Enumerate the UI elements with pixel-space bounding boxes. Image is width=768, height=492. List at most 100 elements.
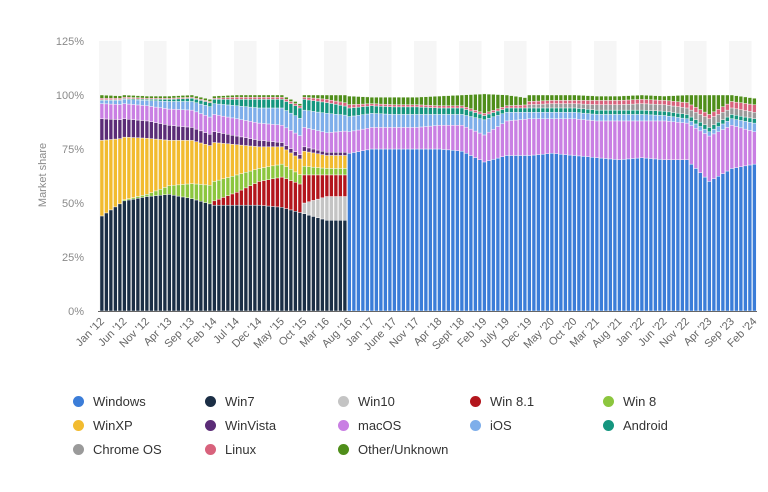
bar-segment-ios bbox=[617, 114, 622, 122]
bar-segment-ios bbox=[284, 110, 289, 129]
bar-segment-linux bbox=[333, 100, 338, 105]
bar-segment-winxp bbox=[234, 144, 239, 176]
bar-segment-linux bbox=[495, 108, 500, 112]
bar-segment-win-8 bbox=[149, 192, 154, 197]
bar-segment-chrome-os bbox=[572, 103, 577, 109]
bar-segment-android bbox=[738, 115, 743, 121]
bar-segment-other-unknown bbox=[567, 94, 572, 101]
legend-item-win7[interactable]: Win7 bbox=[205, 394, 255, 409]
legend-item-macos[interactable]: macOS bbox=[338, 418, 401, 433]
legend-item-ios[interactable]: iOS bbox=[470, 418, 512, 433]
bar-segment-macos bbox=[635, 120, 640, 159]
bar-segment-ios bbox=[536, 112, 541, 119]
legend-swatch bbox=[205, 444, 216, 455]
bar-segment-macos bbox=[144, 105, 149, 122]
bar-segment-winxp bbox=[99, 140, 104, 217]
bar-segment-android bbox=[635, 109, 640, 115]
bar-segment-macos bbox=[131, 104, 136, 120]
bar-segment-macos bbox=[527, 118, 532, 156]
bar-segment-other-unknown bbox=[576, 95, 581, 101]
legend-item-win10[interactable]: Win10 bbox=[338, 394, 395, 409]
bar-segment-macos bbox=[594, 120, 599, 158]
legend-item-chrome-os[interactable]: Chrome OS bbox=[73, 442, 162, 457]
bar-segment-android bbox=[585, 109, 590, 114]
bar-segment-linux bbox=[531, 101, 536, 105]
bar-segment-ios bbox=[248, 106, 253, 122]
bar-segment-windows bbox=[675, 159, 680, 312]
bar-segment-other-unknown bbox=[405, 96, 410, 105]
legend-item-winvista[interactable]: WinVista bbox=[205, 418, 276, 433]
bar-segment-macos bbox=[518, 119, 523, 156]
bar-segment-windows bbox=[743, 165, 748, 312]
bar-segment-win7 bbox=[311, 216, 316, 312]
bar-segment-linux bbox=[689, 104, 694, 111]
bar-segment-other-unknown bbox=[495, 94, 500, 110]
bar-segment-winxp bbox=[257, 146, 262, 169]
bar-segment-winxp bbox=[284, 149, 289, 167]
bar-segment-winxp bbox=[144, 137, 149, 195]
bar-segment-other-unknown bbox=[297, 103, 302, 106]
bar-segment-macos bbox=[747, 130, 752, 166]
bar-segment-linux bbox=[252, 96, 257, 100]
bar-segment-winxp bbox=[122, 136, 127, 200]
bar-segment-android bbox=[252, 99, 257, 108]
legend-item-win8[interactable]: Win 8 bbox=[603, 394, 656, 409]
bar-segment-ios bbox=[356, 115, 361, 131]
bar-segment-windows bbox=[446, 149, 451, 312]
bar-segment-win7 bbox=[104, 212, 109, 312]
bar-segment-android bbox=[423, 107, 428, 115]
bar-segment-android bbox=[612, 109, 617, 115]
bar-segment-chrome-os bbox=[720, 112, 725, 120]
bar-segment-windows bbox=[671, 159, 676, 312]
bar-segment-linux bbox=[464, 107, 469, 110]
bar-segment-linux bbox=[734, 101, 739, 110]
bar-segment-linux bbox=[707, 114, 712, 119]
bar-segment-win-8 bbox=[171, 185, 176, 196]
bar-segment-other-unknown bbox=[720, 94, 725, 107]
bar-segment-ios bbox=[405, 114, 410, 128]
bar-segment-linux bbox=[675, 101, 680, 107]
bar-segment-ios bbox=[500, 113, 505, 124]
bar-segment-ios bbox=[693, 123, 698, 129]
legend-item-android[interactable]: Android bbox=[603, 418, 668, 433]
bar-segment-other-unknown bbox=[675, 95, 680, 102]
bar-segment-windows bbox=[684, 159, 689, 312]
legend-item-windows[interactable]: Windows bbox=[73, 394, 146, 409]
bar-segment-windows bbox=[423, 148, 428, 312]
bar-segment-macos bbox=[158, 107, 163, 124]
bar-segment-android bbox=[702, 124, 707, 130]
bar-segment-linux bbox=[648, 99, 653, 105]
bar-segment-linux bbox=[716, 109, 721, 115]
bar-segment-ios bbox=[230, 105, 235, 119]
bar-segment-ios bbox=[572, 112, 577, 119]
bar-segment-win-8 bbox=[275, 164, 280, 179]
bar-segment-ios bbox=[639, 114, 644, 122]
bar-segment-ios bbox=[707, 131, 712, 137]
bar-segment-win-8 bbox=[162, 187, 167, 195]
bar-segment-winxp bbox=[338, 155, 343, 169]
bar-segment-android bbox=[531, 107, 536, 113]
bar-segment-macos bbox=[180, 109, 185, 127]
bar-segment-other-unknown bbox=[585, 95, 590, 101]
bar-segment-other-unknown bbox=[270, 94, 275, 98]
bar-segment-win7 bbox=[306, 214, 311, 312]
bar-segment-chrome-os bbox=[747, 111, 752, 119]
legend-item-other[interactable]: Other/Unknown bbox=[338, 442, 448, 457]
bar-segment-winvista bbox=[297, 154, 302, 160]
bar-segment-macos bbox=[563, 118, 568, 155]
bar-segment-ios bbox=[383, 113, 388, 128]
legend-item-win81[interactable]: Win 8.1 bbox=[470, 394, 534, 409]
bar-segment-ios bbox=[657, 115, 662, 122]
legend-item-linux[interactable]: Linux bbox=[205, 442, 256, 457]
bar-segment-ios bbox=[369, 113, 374, 128]
bar-segment-macos bbox=[680, 122, 685, 161]
bar-segment-windows bbox=[603, 158, 608, 312]
bar-segment-winvista bbox=[248, 138, 253, 147]
bar-segment-windows bbox=[680, 159, 685, 312]
bar-segment-other-unknown bbox=[239, 94, 244, 98]
legend-item-winxp[interactable]: WinXP bbox=[73, 418, 133, 433]
bar-segment-win-8-1 bbox=[212, 200, 217, 206]
bar-segment-ios bbox=[734, 119, 739, 127]
bar-segment-android bbox=[693, 119, 698, 125]
bar-segment-android bbox=[621, 109, 626, 115]
